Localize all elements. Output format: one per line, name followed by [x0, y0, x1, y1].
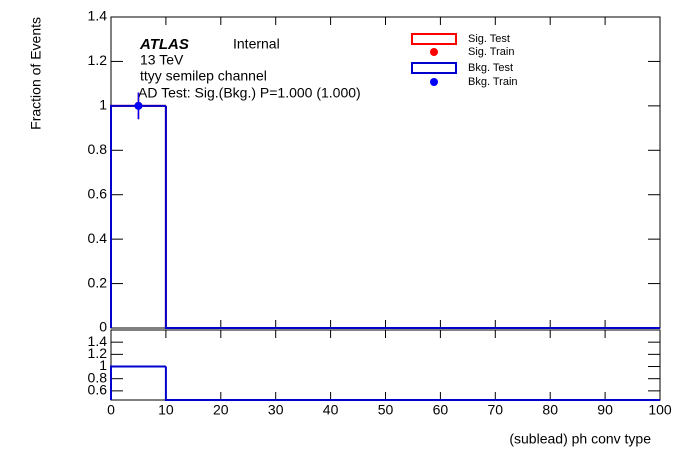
- x-tick-label: 50: [378, 402, 394, 418]
- legend-label: Bkg. Test: [468, 62, 513, 74]
- y-tick-label: 1.4: [88, 8, 108, 24]
- y-tick-label: 1.2: [88, 345, 108, 361]
- y-tick-label: 0.6: [88, 382, 108, 398]
- x-tick-label: 0: [107, 402, 115, 418]
- y-tick-label: 1: [99, 97, 107, 113]
- histogram-bin: [164, 366, 221, 401]
- ad-test-label: AD Test: Sig.(Bkg.) P=1.000 (1.000): [138, 85, 361, 101]
- plot-frame: [110, 329, 661, 401]
- x-tick-label: 30: [268, 402, 284, 418]
- y-tick-label: 1.4: [88, 333, 108, 349]
- channel-label: ttyy semilep channel: [140, 68, 267, 84]
- legend-swatch: [411, 33, 457, 45]
- x-tick-label: 10: [158, 402, 174, 418]
- histogram-bin: [110, 104, 166, 328]
- legend-marker: [430, 48, 438, 56]
- y-tick-label: 0.8: [88, 141, 108, 157]
- energy-label: 13 TeV: [140, 52, 184, 68]
- y-axis-label: Fraction of Events: [28, 17, 44, 130]
- x-tick-label: 90: [597, 402, 613, 418]
- x-tick-label: 40: [323, 402, 339, 418]
- plot-frame: [110, 16, 661, 329]
- atlas-label: ATLAS: [139, 36, 189, 53]
- internal-label: Internal: [233, 36, 280, 52]
- x-tick-label: 20: [213, 402, 229, 418]
- y-tick-label: 1.2: [88, 52, 108, 68]
- legend-label: Sig. Test: [468, 33, 510, 45]
- y-tick-label: 0.4: [88, 230, 108, 246]
- legend-label: Sig. Train: [468, 46, 514, 58]
- histogram-bin: [164, 105, 221, 329]
- y-tick-label: 0.8: [88, 369, 108, 385]
- x-tick-label: 100: [648, 402, 672, 418]
- y-tick-label: 0: [99, 319, 107, 335]
- x-tick-label: 80: [542, 402, 558, 418]
- x-axis-label: (sublead) ph conv type: [509, 431, 651, 447]
- y-tick-label: 0.6: [88, 185, 108, 201]
- histogram-bin: [110, 104, 166, 328]
- x-tick-label: 70: [488, 402, 504, 418]
- histogram-bin: [164, 105, 221, 329]
- y-tick-label: 0.2: [88, 274, 108, 290]
- legend-marker: [430, 78, 438, 86]
- histogram-bin: [110, 365, 166, 400]
- data-point: [134, 101, 143, 110]
- legend-label: Bkg. Train: [468, 76, 518, 88]
- x-tick-label: 60: [433, 402, 449, 418]
- y-tick-label: 1: [99, 357, 107, 373]
- legend-swatch: [411, 62, 457, 74]
